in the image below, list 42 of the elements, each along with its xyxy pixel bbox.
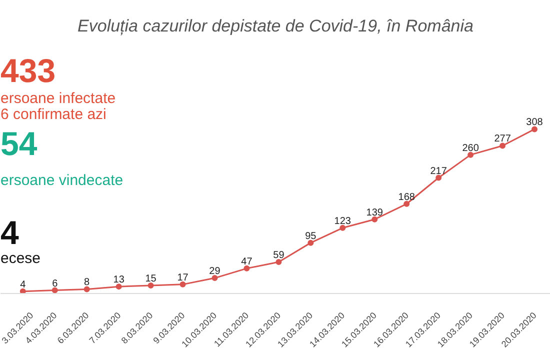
point [276, 259, 282, 266]
data-label: 17 [177, 272, 189, 284]
point [404, 200, 410, 207]
point [52, 287, 58, 294]
data-label: 123 [334, 216, 352, 227]
data-label: 95 [305, 230, 317, 242]
data-label: 6 [52, 278, 58, 290]
point [500, 142, 506, 149]
point [532, 126, 538, 132]
point [116, 284, 122, 290]
point [148, 282, 154, 288]
annotation: 4 [0, 214, 20, 251]
data-label: 47 [241, 256, 253, 268]
point [340, 224, 346, 231]
data-label: 4 [20, 279, 26, 290]
data-label: 15 [145, 274, 157, 284]
point [308, 240, 314, 246]
data-label: 277 [494, 134, 512, 145]
point [436, 174, 442, 181]
point [372, 216, 378, 222]
data-label: 139 [366, 207, 384, 218]
annotation: ersoane vindecate [0, 172, 124, 189]
data-label: 13 [113, 274, 125, 286]
point [244, 265, 250, 272]
text: 433 [0, 52, 56, 89]
point [180, 281, 186, 288]
data-label: 29 [209, 266, 221, 278]
point [468, 152, 474, 158]
data-label: 260 [462, 142, 480, 154]
point [84, 286, 90, 292]
text: ersoane infectate [0, 90, 116, 107]
text: 6 confirmate azi [0, 106, 106, 123]
data-label: 168 [398, 192, 416, 203]
annotation: ecese [0, 250, 41, 267]
point [20, 288, 26, 294]
data-label: 217 [430, 166, 448, 177]
chart-title: Evoluția cazurilor depistate de Covid-19, în România [78, 16, 474, 36]
point [212, 275, 218, 282]
data-label: 308 [526, 117, 544, 128]
annotation: 54 [0, 125, 38, 162]
data-label: 8 [84, 277, 90, 288]
data-label: 59 [273, 250, 285, 262]
